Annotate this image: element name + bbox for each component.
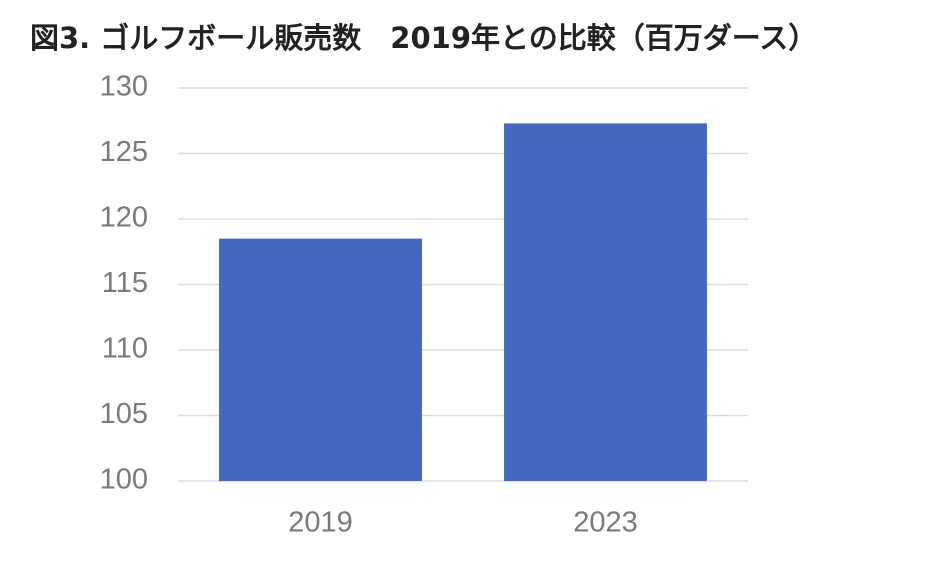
x-tick-label: 2019 [288, 507, 353, 539]
y-tick-label: 120 [100, 202, 148, 234]
bar [504, 123, 707, 482]
y-tick-label: 125 [100, 136, 148, 168]
bar [219, 238, 422, 481]
y-tick-label: 105 [100, 398, 148, 430]
y-tick-label: 110 [102, 333, 148, 365]
y-tick-label: 100 [100, 464, 148, 496]
chart-title: 図3. ゴルフボール販売数 2019年との比較（百万ダース） [30, 21, 817, 55]
y-tick-label: 130 [100, 71, 148, 103]
y-tick-label: 115 [102, 267, 148, 299]
x-tick-label: 2023 [573, 507, 638, 539]
